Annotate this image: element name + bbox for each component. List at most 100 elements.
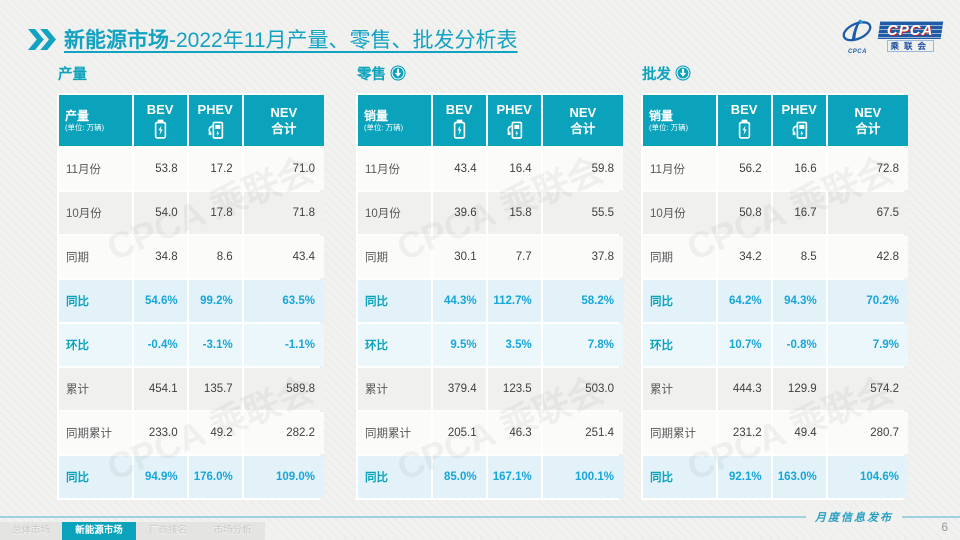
value-cell: 46.3 bbox=[487, 412, 541, 454]
value-cell: 94.9% bbox=[133, 456, 187, 498]
row-label-cell: 环比 bbox=[358, 324, 431, 366]
row-label-cell: 11月份 bbox=[643, 148, 716, 190]
nav-tab-nev-market[interactable]: 新能源市场 bbox=[62, 522, 136, 540]
value-cell: 50.8 bbox=[717, 192, 771, 234]
value-cell: 58.2% bbox=[542, 280, 623, 322]
value-cell: 39.6 bbox=[432, 192, 486, 234]
col-header-label: BEV bbox=[146, 101, 174, 117]
nav-tab-overall-market[interactable]: 总体市场 bbox=[0, 522, 62, 540]
col-header-label: PHEV bbox=[496, 101, 532, 117]
nav-tab-oem-ranking[interactable]: 厂商排名 bbox=[136, 522, 200, 540]
charger-icon bbox=[505, 119, 523, 139]
value-cell: 17.8 bbox=[188, 192, 242, 234]
row-label-cell: 同期累计 bbox=[643, 412, 716, 454]
value-cell: 280.7 bbox=[827, 412, 908, 454]
value-cell: 37.8 bbox=[542, 236, 623, 278]
value-cell: 71.8 bbox=[243, 192, 324, 234]
value-cell: 3.5% bbox=[487, 324, 541, 366]
logo-org-name: 乘联会 bbox=[887, 40, 934, 52]
value-cell: 71.0 bbox=[243, 148, 324, 190]
page-title: 新能源市场-2022年11月产量、零售、批发分析表 bbox=[64, 24, 518, 54]
value-cell: 589.8 bbox=[243, 368, 324, 410]
data-table: 销量 (单位: 万辆) BEV PHEV NEV 合计 11月份 43.4 16.4 59.8 10… bbox=[356, 93, 623, 500]
value-cell: 231.2 bbox=[717, 412, 771, 454]
value-cell: 64.2% bbox=[717, 280, 771, 322]
value-cell: 67.5 bbox=[827, 192, 908, 234]
value-cell: 59.8 bbox=[542, 148, 623, 190]
value-cell: 72.8 bbox=[827, 148, 908, 190]
value-cell: 176.0% bbox=[188, 456, 242, 498]
value-cell: 233.0 bbox=[133, 412, 187, 454]
section-header: 批发 bbox=[642, 62, 904, 84]
value-cell: 16.4 bbox=[487, 148, 541, 190]
value-cell: 99.2% bbox=[188, 280, 242, 322]
value-cell: 49.4 bbox=[772, 412, 826, 454]
col-header-phev: PHEV bbox=[188, 95, 242, 146]
logo-acronym: CPCA bbox=[887, 22, 934, 39]
section-header: 零售 bbox=[357, 62, 619, 84]
logo-mark-text: CPCA bbox=[847, 49, 867, 55]
value-cell: 112.7% bbox=[487, 280, 541, 322]
value-cell: -0.8% bbox=[772, 324, 826, 366]
value-cell: 104.6% bbox=[827, 456, 908, 498]
col-header-label: NEV bbox=[569, 104, 597, 120]
row-label-cell: 同比 bbox=[643, 456, 716, 498]
measure-label: 产量 bbox=[65, 109, 90, 123]
col-header-label: NEV bbox=[270, 104, 298, 120]
value-cell: 54.0 bbox=[133, 192, 187, 234]
nav-tab-market-analysis[interactable]: 市场分析 bbox=[200, 522, 265, 540]
row-label-cell: 同期 bbox=[59, 236, 132, 278]
value-cell: -1.1% bbox=[243, 324, 324, 366]
value-cell: 454.1 bbox=[133, 368, 187, 410]
data-table: 产量 (单位: 万辆) BEV PHEV NEV 合计 11月份 53.8 17.2 71.0 10… bbox=[57, 93, 324, 500]
battery-icon bbox=[738, 119, 751, 139]
value-cell: 16.6 bbox=[772, 148, 826, 190]
col-header-label: BEV bbox=[730, 101, 758, 117]
row-label-cell: 累计 bbox=[59, 368, 132, 410]
value-cell: 42.8 bbox=[827, 236, 908, 278]
value-cell: 85.0% bbox=[432, 456, 486, 498]
value-cell: 70.2% bbox=[827, 280, 908, 322]
value-cell: 163.0% bbox=[772, 456, 826, 498]
value-cell: 63.5% bbox=[243, 280, 324, 322]
trend-down-icon bbox=[390, 65, 406, 81]
value-cell: 167.1% bbox=[487, 456, 541, 498]
table-section-1: 产量 产量 (单位: 万辆) BEV PHEV NEV 合计 11月份 53.8 17.2 71.0… bbox=[57, 62, 324, 500]
measure-header-cell: 销量 (单位: 万辆) bbox=[358, 95, 431, 146]
cpca-swoosh-icon: CPCA bbox=[839, 18, 875, 55]
col-header-label: NEV bbox=[854, 104, 882, 120]
value-cell: 55.5 bbox=[542, 192, 623, 234]
section-title: 批发 bbox=[642, 66, 671, 83]
value-cell: 10.7% bbox=[717, 324, 771, 366]
unit-label: (单位: 万辆) bbox=[364, 123, 404, 132]
unit-label: (单位: 万辆) bbox=[65, 123, 105, 132]
value-cell: 54.6% bbox=[133, 280, 187, 322]
value-cell: 251.4 bbox=[542, 412, 623, 454]
value-cell: 53.8 bbox=[133, 148, 187, 190]
section-title: 产量 bbox=[58, 66, 87, 83]
value-cell: 49.2 bbox=[188, 412, 242, 454]
title-subject: -2022年11月产量、零售、批发分析表 bbox=[169, 29, 518, 52]
value-cell: 379.4 bbox=[432, 368, 486, 410]
col-header-phev: PHEV bbox=[772, 95, 826, 146]
value-cell: 43.4 bbox=[243, 236, 324, 278]
value-cell: 135.7 bbox=[188, 368, 242, 410]
bottom-nav: 总体市场 新能源市场 厂商排名 市场分析 bbox=[0, 522, 265, 540]
value-cell: 8.5 bbox=[772, 236, 826, 278]
col-header-nev: NEV 合计 bbox=[243, 95, 324, 146]
value-cell: 17.2 bbox=[188, 148, 242, 190]
col-header-label: BEV bbox=[445, 101, 473, 117]
data-table: 销量 (单位: 万辆) BEV PHEV NEV 合计 11月份 56.2 16.6 72.8 10… bbox=[641, 93, 908, 500]
value-cell: 282.2 bbox=[243, 412, 324, 454]
value-cell: 444.3 bbox=[717, 368, 771, 410]
row-label-cell: 同比 bbox=[643, 280, 716, 322]
row-label-cell: 环比 bbox=[59, 324, 132, 366]
tables-region: 产量 产量 (单位: 万辆) BEV PHEV NEV 合计 11月份 53.8 17.2 71.0… bbox=[0, 62, 960, 502]
chevrons-icon bbox=[28, 28, 56, 50]
col-header-bev: BEV bbox=[432, 95, 486, 146]
title-bar: 新能源市场-2022年11月产量、零售、批发分析表 bbox=[28, 24, 518, 54]
row-label-cell: 环比 bbox=[643, 324, 716, 366]
measure-label: 销量 bbox=[649, 109, 674, 123]
section-title: 零售 bbox=[357, 66, 386, 83]
